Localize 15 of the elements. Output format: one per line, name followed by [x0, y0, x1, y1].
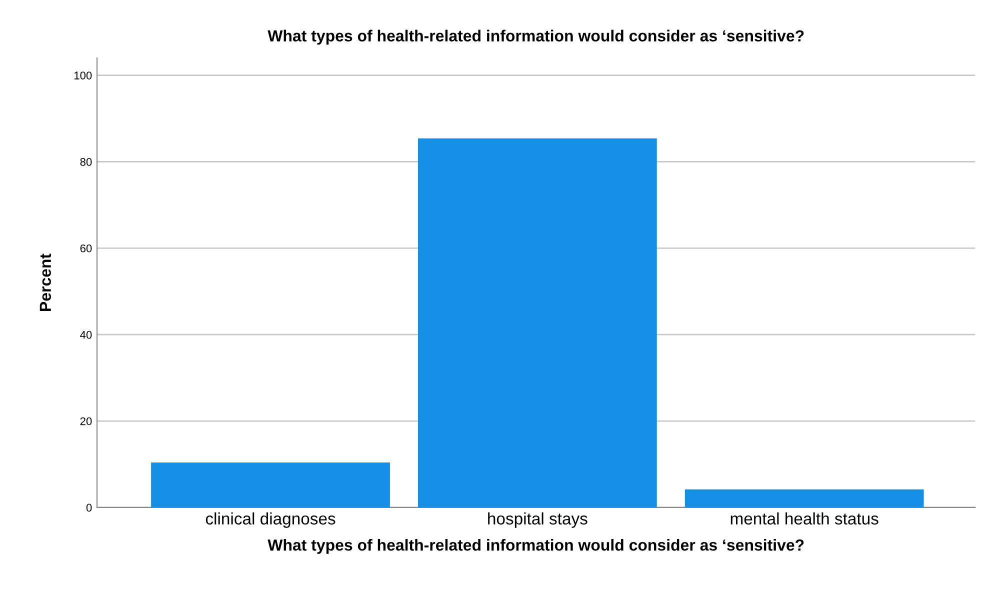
y-tick-label: 80: [80, 158, 92, 166]
y-axis-title: Percent: [40, 254, 52, 311]
bar: [151, 462, 390, 508]
y-tick-label: 0: [86, 504, 92, 512]
y-tick-label: 100: [74, 72, 92, 80]
x-axis-title: What types of health-related information would consider as ‘sensitive?: [268, 538, 804, 554]
x-tick-label: hospital stays: [488, 512, 588, 528]
y-tick-label: 20: [80, 417, 92, 426]
x-tick-label: clinical diagnoses: [206, 512, 336, 528]
x-tick-label: mental health status: [730, 512, 878, 525]
y-tick-label: 60: [80, 244, 92, 252]
bar: [418, 138, 657, 508]
chart-title: What types of health-related information would consider as ‘sensitive?: [268, 30, 804, 45]
y-tick-label: 40: [80, 330, 92, 339]
bar: [684, 489, 924, 508]
